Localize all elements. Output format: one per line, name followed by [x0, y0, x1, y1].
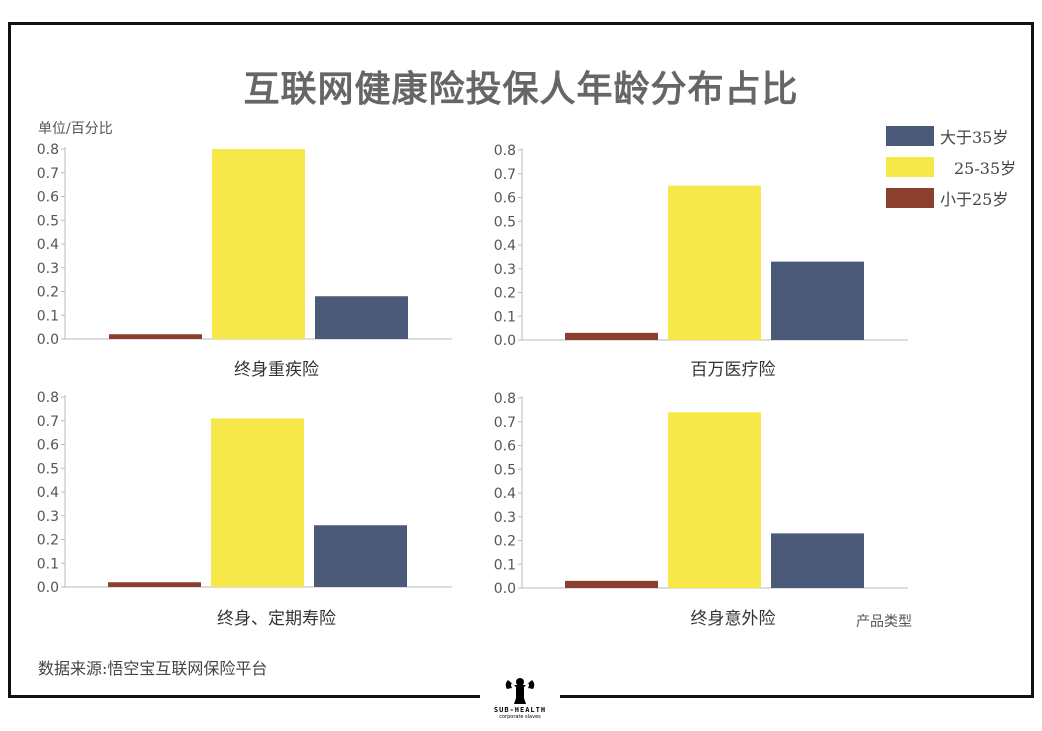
source-note: 数据来源:悟空宝互联网保险平台: [38, 659, 268, 678]
bar: [212, 149, 305, 339]
y-tick-label: 0.6: [37, 190, 59, 206]
y-tick-label: 0.4: [37, 485, 59, 501]
bar: [565, 332, 658, 340]
bar: [108, 582, 201, 587]
bar: [314, 525, 407, 587]
bar: [771, 261, 864, 340]
legend-swatch: [886, 126, 934, 146]
legend: 大于35岁 25-35岁 小于25岁: [886, 122, 1016, 215]
y-tick-label: 0.8: [37, 142, 59, 158]
y-tick-label: 0.5: [37, 461, 59, 477]
y-tick-label: 0.4: [37, 237, 59, 253]
y-tick-label: 0.0: [37, 580, 59, 596]
y-tick-label: 0.6: [494, 439, 516, 455]
y-tick-label: 0.1: [494, 309, 516, 325]
y-tick-label: 0.7: [37, 166, 59, 182]
y-tick-label: 0.2: [494, 534, 516, 550]
category-label: 终身意外险: [691, 609, 776, 629]
bar: [565, 580, 658, 588]
y-tick-label: 0.2: [494, 286, 516, 302]
y-tick-label: 0.3: [37, 261, 59, 277]
y-tick-label: 0.1: [37, 308, 59, 324]
y-tick-label: 0.7: [494, 415, 516, 431]
legend-label: 大于35岁: [940, 128, 1009, 147]
logo-text: SUB-HEALTH: [493, 706, 547, 714]
bodybuilder-icon: [505, 678, 535, 704]
logo-subtext: corporate slaves: [499, 714, 541, 720]
y-tick-label: 0.5: [494, 462, 516, 478]
y-tick-label: 0.8: [494, 143, 516, 159]
legend-item: 大于35岁: [886, 122, 1016, 150]
y-tick-label: 0.0: [494, 333, 516, 349]
y-tick-label: 0.7: [494, 167, 516, 183]
x-axis-title: 产品类型: [856, 614, 912, 630]
legend-swatch: [886, 188, 934, 208]
y-tick-label: 0.8: [494, 391, 516, 407]
y-tick-label: 0.6: [37, 438, 59, 454]
y-tick-label: 0.4: [494, 238, 516, 254]
bar: [211, 418, 304, 587]
bar: [668, 185, 761, 340]
unit-label: 单位/百分比: [38, 121, 113, 137]
y-tick-label: 0.0: [494, 581, 516, 597]
y-tick-label: 0.4: [494, 486, 516, 502]
y-tick-label: 0.0: [37, 332, 59, 348]
legend-swatch: [886, 157, 934, 177]
y-tick-label: 0.5: [494, 214, 516, 230]
bar: [771, 533, 864, 588]
chart-title: 互联网健康险投保人年龄分布占比: [243, 68, 799, 110]
y-tick-label: 0.3: [494, 262, 516, 278]
legend-item: 25-35岁: [886, 153, 1016, 181]
category-label: 终身、定期寿险: [217, 609, 336, 629]
category-label: 百万医疗险: [691, 360, 776, 380]
category-label: 终身重疾险: [234, 360, 319, 380]
y-tick-label: 0.2: [37, 285, 59, 301]
legend-label: 小于25岁: [940, 190, 1009, 209]
y-tick-label: 0.3: [37, 509, 59, 525]
y-tick-label: 0.3: [494, 510, 516, 526]
bar: [109, 334, 202, 339]
logo: SUB-HEALTH corporate slaves: [480, 676, 560, 728]
legend-item: 小于25岁: [886, 184, 1016, 212]
bar: [315, 296, 408, 339]
bar: [668, 412, 761, 588]
y-tick-label: 0.1: [494, 557, 516, 573]
legend-label: 25-35岁: [954, 159, 1017, 178]
y-tick-label: 0.1: [37, 556, 59, 572]
y-tick-label: 0.8: [37, 390, 59, 406]
y-tick-label: 0.2: [37, 533, 59, 549]
y-tick-label: 0.7: [37, 414, 59, 430]
y-tick-label: 0.5: [37, 213, 59, 229]
y-tick-label: 0.6: [494, 191, 516, 207]
